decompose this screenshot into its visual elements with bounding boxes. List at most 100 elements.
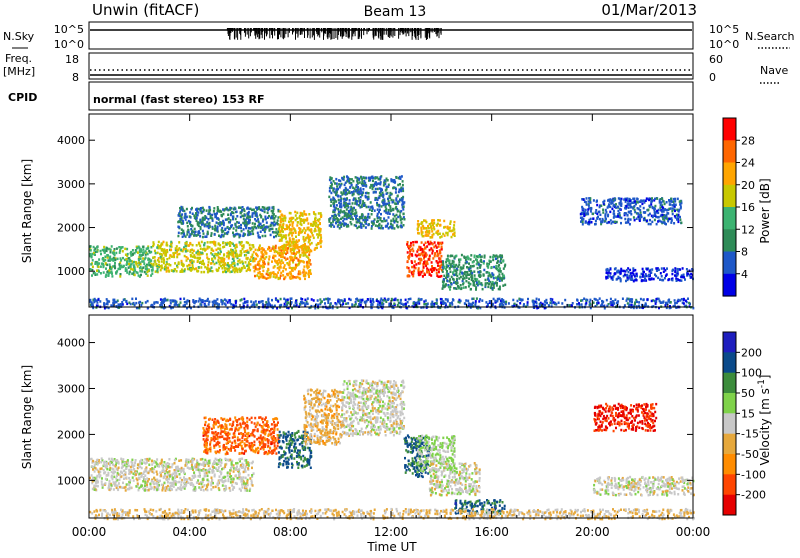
data-cell [163,262,165,265]
data-cell [292,245,294,248]
data-cell [340,195,342,198]
data-cell [196,270,198,273]
data-cell [385,301,387,304]
data-cell [234,223,236,226]
data-cell [89,268,91,271]
data-cell [396,225,398,228]
data-cell [219,248,221,251]
data-cell [248,219,250,222]
data-cell [660,204,662,207]
data-cell [270,216,272,219]
data-cell [186,233,188,236]
data-cell [225,218,227,221]
data-cell [338,224,340,227]
data-cell [423,251,425,254]
data-cell [291,269,293,272]
data-cell [614,299,616,302]
data-cell [386,178,388,181]
data-cell [252,254,254,257]
data-cell [610,298,612,301]
data-cell [449,226,451,229]
data-cell [449,302,451,305]
data-cell [333,180,335,183]
data-cell [184,301,186,304]
data-cell [425,221,427,224]
data-cell [473,270,475,273]
data-cell [296,224,298,227]
data-cell [158,257,160,260]
data-cell [347,205,349,208]
data-cell [352,187,354,190]
data-cell [417,301,419,304]
data-cell [640,211,642,214]
data-cell [277,271,279,274]
data-cell [150,251,152,254]
data-cell [279,304,281,307]
data-cell [94,300,96,303]
data-cell [382,192,384,195]
data-cell [644,211,646,214]
data-cell [345,199,347,202]
data-cell [412,250,414,253]
data-cell [614,221,616,224]
data-cell [376,204,378,207]
data-cell [320,216,322,219]
data-cell [399,176,401,179]
data-cell [462,283,464,286]
data-cell [137,251,139,254]
data-cell [308,254,310,257]
data-cell [666,212,668,215]
data-cell [296,251,298,254]
data-cell [453,221,455,224]
data-cell [171,269,173,272]
data-cell [337,188,339,191]
data-cell [663,209,665,212]
data-cell [669,203,671,206]
data-cell [131,298,133,301]
data-cell [483,262,485,265]
data-cell [421,241,423,244]
data-cell [178,261,180,264]
data-cell [613,204,615,207]
data-cell [477,267,479,270]
data-cell [222,242,224,245]
data-cell [392,201,394,204]
data-cell [335,200,337,203]
data-cell [464,302,466,305]
data-cell [236,221,238,224]
data-cell [328,196,330,199]
data-cell [388,209,390,212]
data-cell [499,267,501,270]
data-cell [191,259,193,262]
data-cell [178,249,180,252]
data-cell [252,212,254,215]
data-cell [651,197,653,200]
data-cell [639,201,641,204]
data-cell [360,301,362,304]
data-cell [204,304,206,307]
data-cell [265,252,267,255]
data-cell [213,263,215,266]
data-cell [502,260,504,263]
data-cell [259,214,261,217]
data-cell [492,259,494,262]
data-cell [365,185,367,188]
data-cell [449,223,451,226]
freq-label: Freq. [5,52,32,65]
data-cell [185,245,187,248]
data-cell [352,210,354,213]
data-cell [592,213,594,216]
data-cell [390,220,392,223]
data-cell [189,215,191,218]
data-cell [408,245,410,248]
data-cell [397,299,399,302]
data-cell [420,227,422,230]
data-cell [648,199,650,202]
data-cell [181,270,183,273]
data-cell [192,225,194,228]
data-cell [670,301,672,304]
data-cell [433,246,435,249]
data-cell [401,175,403,178]
data-cell [675,204,677,207]
